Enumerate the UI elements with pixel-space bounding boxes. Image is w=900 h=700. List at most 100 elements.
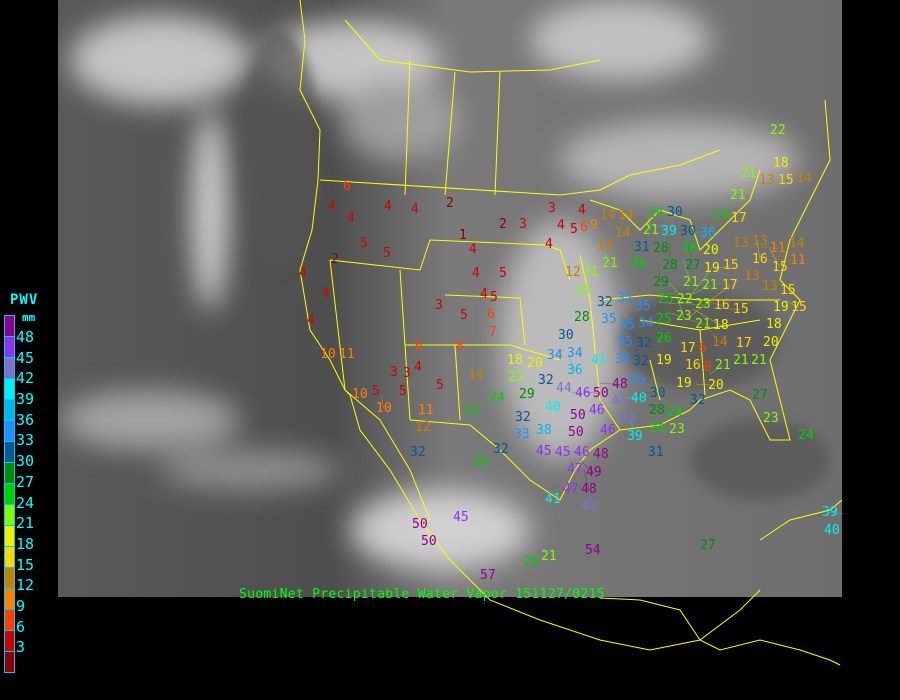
station-pwv-value: 4 [578, 203, 586, 218]
station-pwv-value: 6 [415, 339, 423, 354]
station-pwv-value: 5 [372, 384, 380, 399]
legend-swatch [4, 336, 15, 357]
station-pwv-value: 34 [567, 346, 583, 361]
station-leader-line [789, 176, 804, 179]
station-pwv-value: 50 [412, 517, 428, 532]
station-pwv-value: 27 [752, 388, 768, 403]
station-pwv-value: 49 [586, 465, 602, 480]
station-pwv-value: 28 [574, 310, 590, 325]
station-leader-line [629, 321, 646, 324]
station-pwv-value: 12 [565, 265, 581, 280]
station-pwv-value: 21 [730, 188, 746, 203]
legend-swatch [4, 315, 15, 336]
station-pwv-value: 29 [519, 387, 535, 402]
station-pwv-value: 14 [600, 208, 616, 223]
station-pwv-value: 15 [780, 283, 796, 298]
station-pwv-value: 57 [480, 568, 496, 583]
legend-tick: 9 [16, 596, 26, 615]
station-pwv-value: 15 [791, 300, 807, 315]
station-pwv-value: 45 [536, 444, 552, 459]
station-pwv-value: 46 [589, 403, 605, 418]
station-pwv-value: 32 [515, 410, 531, 425]
station-pwv-value: 40 [631, 391, 647, 406]
station-pwv-value: 4 [545, 237, 553, 252]
station-pwv-value: 15 [733, 302, 749, 317]
legend-title: PWV [10, 292, 39, 308]
station-pwv-value: 4 [328, 199, 336, 214]
station-pwv-value: 18 [713, 318, 729, 333]
legend-tick: 39 [16, 390, 35, 409]
legend-swatch [4, 651, 15, 673]
station-pwv-value: 32 [633, 354, 649, 369]
station-leader-line [585, 488, 591, 507]
station-leader-line [380, 394, 385, 409]
station-pwv-value: 4 [469, 242, 477, 257]
station-leader-line [582, 391, 601, 394]
station-pwv-value: 32 [538, 373, 554, 388]
station-pwv-value: 15 [778, 173, 794, 188]
station-pwv-value: 15 [723, 258, 739, 273]
station-pwv-value: 21 [751, 353, 767, 368]
station-pwv-value: 31 [634, 240, 650, 255]
station-leader-line [657, 262, 662, 283]
station-leader-line [664, 302, 703, 305]
station-pwv-value: 21 [683, 275, 699, 290]
station-pwv-value: 21 [583, 265, 599, 280]
station-pwv-value: 26 [656, 331, 672, 346]
legend-swatch [4, 525, 15, 546]
station-pwv-value: 4 [480, 287, 488, 302]
station-pwv-value: 23 [763, 411, 779, 426]
station-leader-line [569, 458, 576, 470]
station-pwv-value: 48 [593, 447, 609, 462]
legend-tick: 12 [16, 576, 35, 595]
legend-tick: 36 [16, 410, 35, 429]
station-pwv-value: 19 [676, 376, 692, 391]
station-pwv-value: 4 [322, 286, 330, 301]
station-leader-line [687, 285, 731, 319]
station-leader-line [570, 391, 583, 394]
legend-swatch [4, 504, 15, 525]
legend-tick: 21 [16, 514, 35, 533]
legend-tick: 6 [16, 617, 26, 636]
legend-tick: 30 [16, 452, 35, 471]
legend-swatch [4, 546, 15, 567]
station-leader-line [761, 246, 778, 249]
station-pwv-value: 2 [331, 252, 339, 267]
station-leader-line [630, 418, 636, 437]
station-pwv-value: 20 [703, 243, 719, 258]
legend-swatch [4, 357, 15, 378]
station-leader-line [580, 460, 595, 473]
station-leader-line [583, 468, 590, 490]
station-pwv-value: 24 [648, 206, 664, 221]
legend-swatch [4, 462, 15, 483]
legend-swatch [4, 378, 15, 399]
station-pwv-value: 24 [649, 421, 665, 436]
station-pwv-value: 19 [704, 261, 720, 276]
station-pwv-value: 19 [773, 300, 789, 315]
station-pwv-value: 30 [558, 328, 574, 343]
station-pwv-value: 33 [514, 427, 530, 442]
station-pwv-value: 47 [563, 482, 579, 497]
station-pwv-value: 25 [523, 555, 539, 570]
station-pwv-value: 3 [390, 365, 398, 380]
station-leader-line [670, 312, 703, 325]
station-pwv-value: 16 [714, 298, 730, 313]
station-pwv-value: 50 [570, 408, 586, 423]
station-pwv-value: 44 [611, 394, 627, 409]
station-pwv-value: 13 [762, 279, 778, 294]
station-pwv-value: 34 [547, 348, 563, 363]
station-pwv-value: 21 [741, 166, 757, 181]
station-pwv-value: 25 [464, 404, 480, 419]
station-pwv-value: 40 [824, 523, 840, 538]
station-pwv-value: 11 [418, 403, 434, 418]
station-pwv-value: 35 [630, 373, 646, 388]
station-leader-line [697, 316, 721, 343]
station-pwv-value: 8 [704, 360, 712, 375]
legend-swatch [4, 483, 15, 504]
station-pwv-value: 5 [360, 236, 368, 251]
station-pwv-value: 23 [676, 309, 692, 324]
station-pwv-value: 21 [715, 358, 731, 373]
station-pwv-value: 16 [685, 358, 701, 373]
